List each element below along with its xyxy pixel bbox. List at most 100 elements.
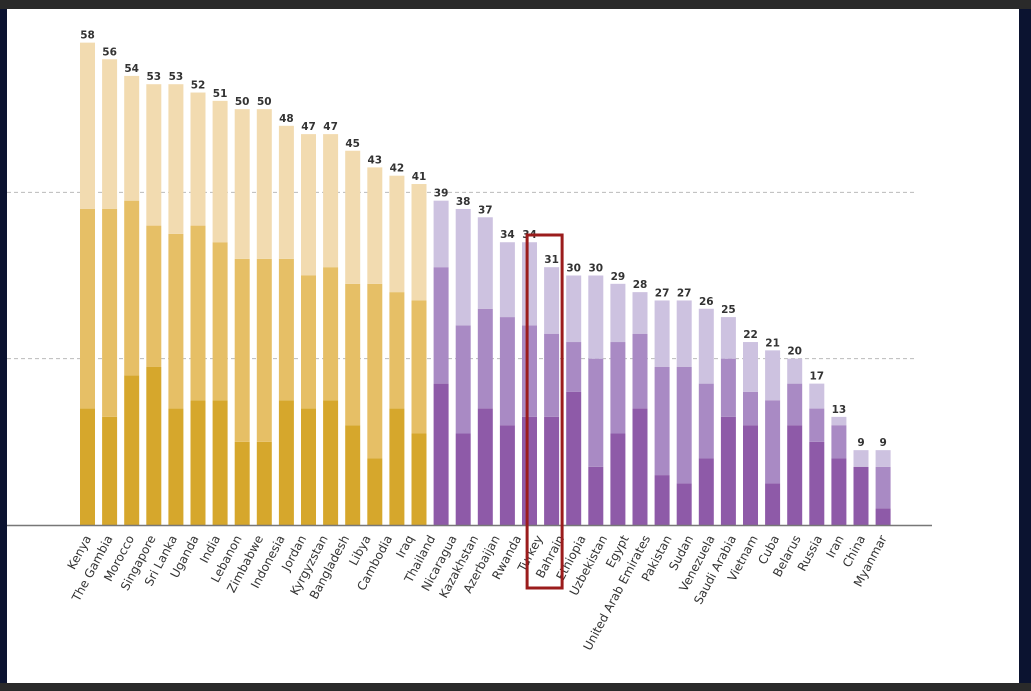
- value-label-sudan: 27: [677, 287, 692, 299]
- bar-venezuela-dark: [698, 458, 714, 525]
- bar-uzbekistan-dark: [610, 433, 626, 525]
- value-label-iraq: 41: [412, 171, 427, 183]
- bar-singapore-light: [146, 84, 162, 226]
- bar-belarus-light: [787, 358, 803, 384]
- bar-rwanda-medium: [522, 325, 537, 417]
- bar-iran-medium: [831, 425, 847, 459]
- bar-turkey-light: [544, 267, 560, 334]
- value-label-uzbekistan: 29: [611, 271, 626, 283]
- value-label-iran: 13: [832, 404, 847, 416]
- bar-jordan-light: [301, 134, 316, 276]
- bar-indonesia-dark: [278, 400, 294, 525]
- bar-libya-medium: [367, 283, 383, 459]
- bar-russia-dark: [809, 441, 825, 525]
- value-label-libya: 43: [367, 154, 382, 166]
- bar-azerbaijan-dark: [499, 425, 515, 525]
- bar-kyrgyzstan-dark: [323, 400, 339, 525]
- bar-india-light: [212, 100, 228, 243]
- bar-kenya-dark: [80, 408, 95, 525]
- bar-uganda-medium: [190, 225, 206, 401]
- window-bottom-border: [0, 683, 1031, 691]
- bar-bangladesh-medium: [345, 283, 361, 426]
- value-label-india: 51: [213, 88, 228, 100]
- bar-zimbabwe-medium: [256, 258, 272, 442]
- bar-uganda-dark: [190, 400, 206, 525]
- bar-nicaragua-light: [455, 208, 471, 326]
- bar-kazakhstan-dark: [477, 408, 493, 525]
- bar-venezuela-medium: [698, 383, 714, 459]
- value-label-kenya: 58: [80, 30, 95, 42]
- value-label-vietnam: 22: [743, 329, 758, 341]
- value-label-singapore: 53: [146, 71, 161, 83]
- bar-vietnam-dark: [743, 425, 758, 525]
- bar-cuba-light: [765, 350, 781, 401]
- value-label-kazakhstan: 37: [478, 204, 493, 216]
- bar-lebanon-light: [234, 109, 250, 259]
- bar-sri-lanka-light: [168, 84, 184, 234]
- value-label-pakistan: 27: [655, 287, 670, 299]
- bar-russia-light: [809, 383, 825, 409]
- bar-myanmar-dark: [875, 508, 891, 525]
- bar-thailand-light: [433, 200, 449, 268]
- value-label-thailand: 39: [434, 188, 449, 200]
- value-labels: 58 56 54 53 53 52 51 50 50 48 47 47 45 43 42 41 39 38 37 34…: [80, 30, 887, 450]
- bar-sudan-dark: [676, 483, 692, 525]
- value-label-venezuela: 26: [699, 296, 714, 308]
- value-label-belarus: 20: [787, 346, 802, 358]
- bar-vietnam-medium: [743, 391, 758, 426]
- value-label-zimbabwe: 50: [257, 96, 272, 108]
- bar-sri-lanka-medium: [168, 233, 184, 409]
- bar-iran-dark: [831, 458, 847, 525]
- bar-bahrain-medium: [566, 342, 582, 392]
- bar-kazakhstan-light: [477, 217, 493, 309]
- bar-lebanon-dark: [234, 441, 250, 525]
- bar-libya-dark: [367, 458, 383, 525]
- value-label-sri-lanka: 53: [169, 71, 184, 83]
- bar-cuba-medium: [765, 400, 781, 484]
- bar-saudi-arabia-dark: [720, 416, 736, 525]
- value-label-the-gambia: 56: [102, 46, 117, 58]
- bar-russia-medium: [809, 408, 825, 442]
- value-label-egypt: 28: [633, 279, 648, 291]
- window-top-border: [0, 0, 1031, 9]
- bar-ethiopia-medium: [588, 358, 604, 467]
- stacked-bar-chart: 58 56 54 53 53 52 51 50 50 48 47 47 45 43 42 41 39 38 37 34…: [7, 30, 932, 653]
- bar-jordan-medium: [301, 275, 316, 409]
- bar-saudi-arabia-light: [720, 317, 736, 359]
- bar-kenya-medium: [80, 208, 95, 409]
- bar-egypt-medium: [632, 333, 648, 409]
- bar-kenya-light: [80, 42, 95, 209]
- value-label-china: 9: [857, 437, 864, 449]
- bar-sudan-medium: [676, 366, 692, 484]
- bar-iraq-medium: [411, 300, 427, 434]
- bar-ethiopia-light: [588, 275, 604, 359]
- bar-lebanon-medium: [234, 258, 250, 442]
- bar-morocco-dark: [124, 375, 140, 525]
- bar-kyrgyzstan-medium: [323, 267, 339, 401]
- bar-china-dark: [853, 466, 869, 525]
- bar-nicaragua-dark: [455, 433, 471, 525]
- bar-rwanda-light: [522, 242, 537, 326]
- bar-china-light: [853, 450, 869, 467]
- value-label-turkey: 31: [544, 254, 559, 266]
- bar-kazakhstan-medium: [477, 308, 493, 409]
- bar-bangladesh-light: [345, 150, 361, 284]
- bar-azerbaijan-medium: [499, 317, 515, 426]
- bar-zimbabwe-dark: [256, 441, 272, 525]
- bar-sudan-light: [676, 300, 692, 367]
- bar-azerbaijan-light: [499, 242, 515, 318]
- value-label-ethiopia: 30: [588, 263, 603, 275]
- bar-rwanda-dark: [522, 416, 537, 525]
- bar-pakistan-light: [654, 300, 670, 367]
- chart-slide: 58 56 54 53 53 52 51 50 50 48 47 47 45 43 42 41 39 38 37 34…: [7, 9, 1019, 683]
- bar-nicaragua-medium: [455, 325, 471, 434]
- bar-uganda-light: [190, 92, 206, 226]
- bar-turkey-dark: [544, 416, 560, 525]
- bar-the-gambia-medium: [102, 208, 118, 417]
- bar-belarus-medium: [787, 383, 803, 426]
- bar-morocco-light: [124, 75, 140, 201]
- bar-venezuela-light: [698, 308, 714, 384]
- bar-iraq-light: [411, 184, 427, 301]
- bar-bangladesh-dark: [345, 425, 361, 525]
